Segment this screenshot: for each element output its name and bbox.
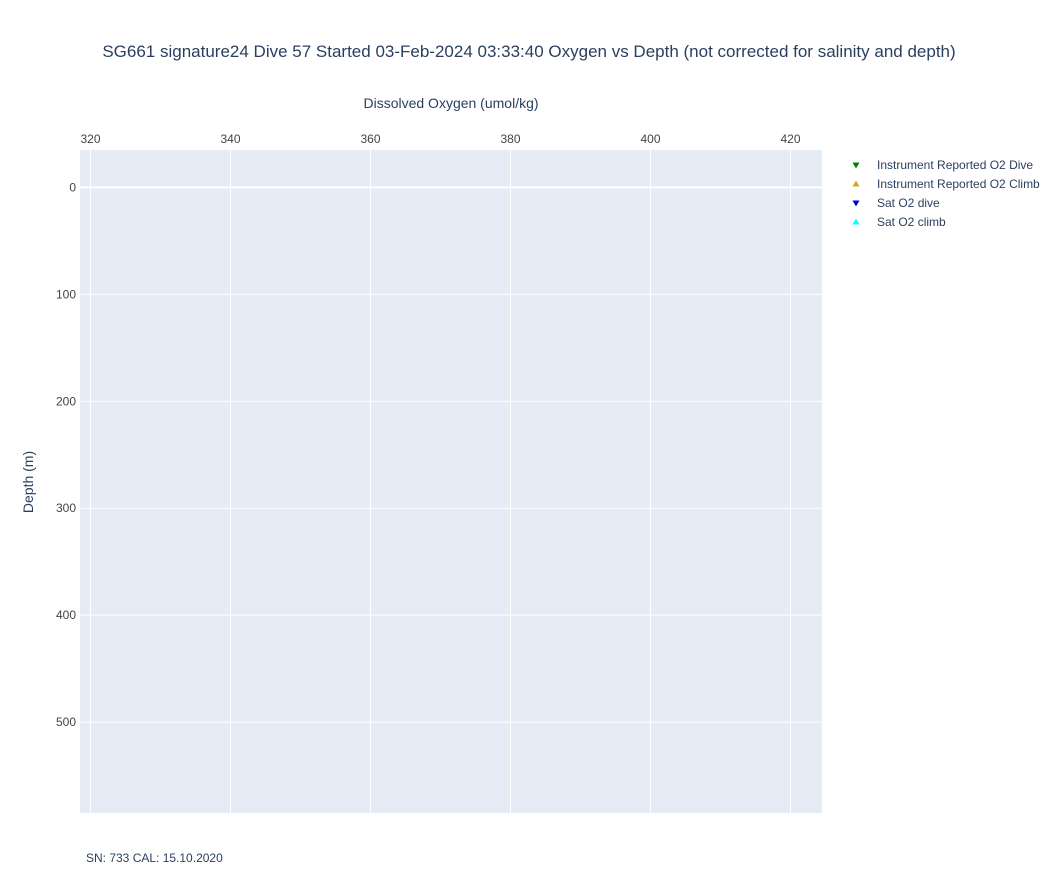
legend-item[interactable]: Instrument Reported O2 Climb <box>852 177 1041 191</box>
x-tick-label: 340 <box>220 132 240 146</box>
y-tick-label: 500 <box>56 715 76 729</box>
legend-marker <box>852 162 860 169</box>
x-tick-label: 400 <box>640 132 660 146</box>
x-tick-label: 360 <box>360 132 380 146</box>
y-tick-label: 100 <box>56 287 76 301</box>
plot-area <box>80 150 822 813</box>
calibration-footnote: SN: 733 CAL: 15.10.2020 <box>86 851 223 865</box>
legend-marker <box>852 200 860 207</box>
x-tick-label: 420 <box>780 132 800 146</box>
y-tick-label: 200 <box>56 394 76 408</box>
y-axis-title: Depth (m) <box>20 451 36 513</box>
x-axis-ticks: 320 340 360 380 400 420 <box>80 132 800 146</box>
y-axis-ticks: 0 100 200 300 400 500 <box>56 180 76 729</box>
x-axis-title: Dissolved Oxygen (umol/kg) <box>363 95 538 111</box>
legend-item[interactable]: Sat O2 climb <box>852 215 947 229</box>
y-tick-label: 300 <box>56 501 76 515</box>
x-tick-label: 320 <box>80 132 100 146</box>
legend-label: Instrument Reported O2 Climb <box>877 177 1040 191</box>
legend-marker <box>852 218 860 225</box>
legend-label: Sat O2 climb <box>877 215 946 229</box>
y-tick-label: 400 <box>56 608 76 622</box>
legend-item[interactable]: Sat O2 dive <box>852 196 941 210</box>
legend-label: Sat O2 dive <box>877 196 940 210</box>
legend-item[interactable]: Instrument Reported O2 Dive <box>852 158 1034 172</box>
legend-label: Instrument Reported O2 Dive <box>877 158 1033 172</box>
legend[interactable]: Instrument Reported O2 Dive Instrument Re… <box>852 158 1041 229</box>
legend-marker <box>852 180 860 187</box>
chart-title: SG661 signature24 Dive 57 Started 03-Feb… <box>102 42 955 61</box>
grid-lines <box>80 150 822 813</box>
x-tick-label: 380 <box>500 132 520 146</box>
y-tick-label: 0 <box>69 180 76 194</box>
